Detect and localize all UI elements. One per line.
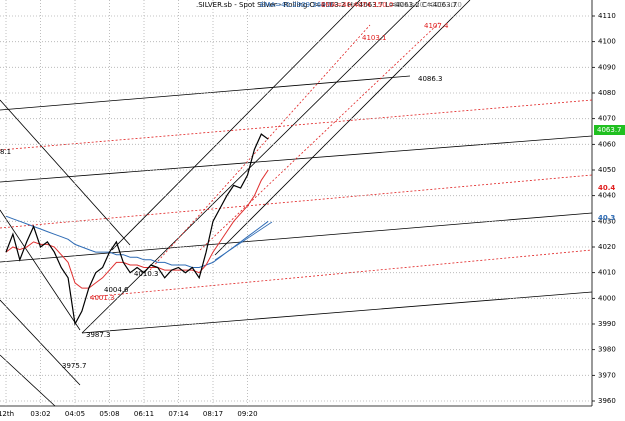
y-tick-label: 4080	[598, 89, 616, 97]
y-tick-label: 4030	[598, 217, 616, 225]
y-tick-label: 4100	[598, 38, 616, 46]
annotation: 8.1	[0, 148, 11, 156]
annotation: 4086.3	[418, 75, 443, 83]
annotation: 4001.3	[90, 294, 115, 302]
x-tick-label: 12th	[0, 410, 14, 418]
axis-label: 40.3	[598, 214, 615, 222]
y-tick-label: 4010	[598, 269, 616, 277]
legend-entry: .SILVER.sb - Spot Silver - Rolling O=406…	[196, 1, 457, 9]
annotation: 4107.4	[424, 22, 449, 30]
legend-entry: EMA=40.4220 20.0	[394, 1, 462, 9]
series-line	[5, 215, 269, 268]
annotation: 3987.3	[86, 331, 111, 339]
y-tick-label: 4060	[598, 140, 616, 148]
x-tick-label: 04:05	[65, 410, 85, 418]
trendlines	[0, 0, 593, 407]
axis-label: 4063.7	[597, 126, 622, 134]
y-tick-label: 4110	[598, 12, 616, 20]
red-trendlines	[0, 21, 593, 298]
x-tick-label: 07:14	[168, 410, 189, 418]
y-tick-label: 4020	[598, 243, 616, 251]
y-tick-label: 4090	[598, 63, 616, 71]
x-tick-label: 09:20	[237, 410, 257, 418]
annotation: 3975.7	[62, 362, 87, 370]
x-tick-label: 05:08	[99, 410, 119, 418]
y-tick-label: 3970	[598, 371, 616, 379]
axis-label: 40.4	[598, 184, 615, 192]
y-tick-label: 3960	[598, 397, 616, 405]
y-tick-label: 4070	[598, 115, 616, 123]
series-line	[5, 133, 269, 326]
legend-entry: EMA=40.4074 150.0	[321, 1, 393, 9]
y-tick-label: 3990	[598, 320, 616, 328]
y-tick-label: 4050	[598, 166, 616, 174]
x-tick-label: 06:11	[134, 410, 154, 418]
annotation: 4004.6	[104, 286, 129, 294]
x-tick-label: 03:02	[30, 410, 50, 418]
y-tick-label: 4040	[598, 192, 616, 200]
x-tick-label: 08:17	[203, 410, 223, 418]
y-tick-label: 3980	[598, 346, 616, 354]
annotation: 4010.3	[134, 270, 159, 278]
y-tick-label: 4000	[598, 294, 616, 302]
price-marker	[594, 125, 625, 135]
legend-entry: EMA=40.2909 360.0	[260, 1, 332, 9]
annotation: 4103.1	[362, 34, 387, 42]
